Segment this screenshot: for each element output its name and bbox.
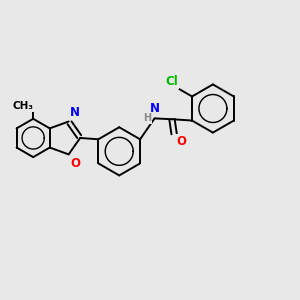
Text: CH₃: CH₃ bbox=[12, 101, 33, 111]
Text: H: H bbox=[143, 113, 152, 123]
Text: O: O bbox=[177, 135, 187, 148]
Text: Cl: Cl bbox=[165, 75, 178, 88]
Text: N: N bbox=[70, 106, 80, 119]
Text: O: O bbox=[70, 157, 80, 169]
Text: N: N bbox=[150, 102, 160, 115]
